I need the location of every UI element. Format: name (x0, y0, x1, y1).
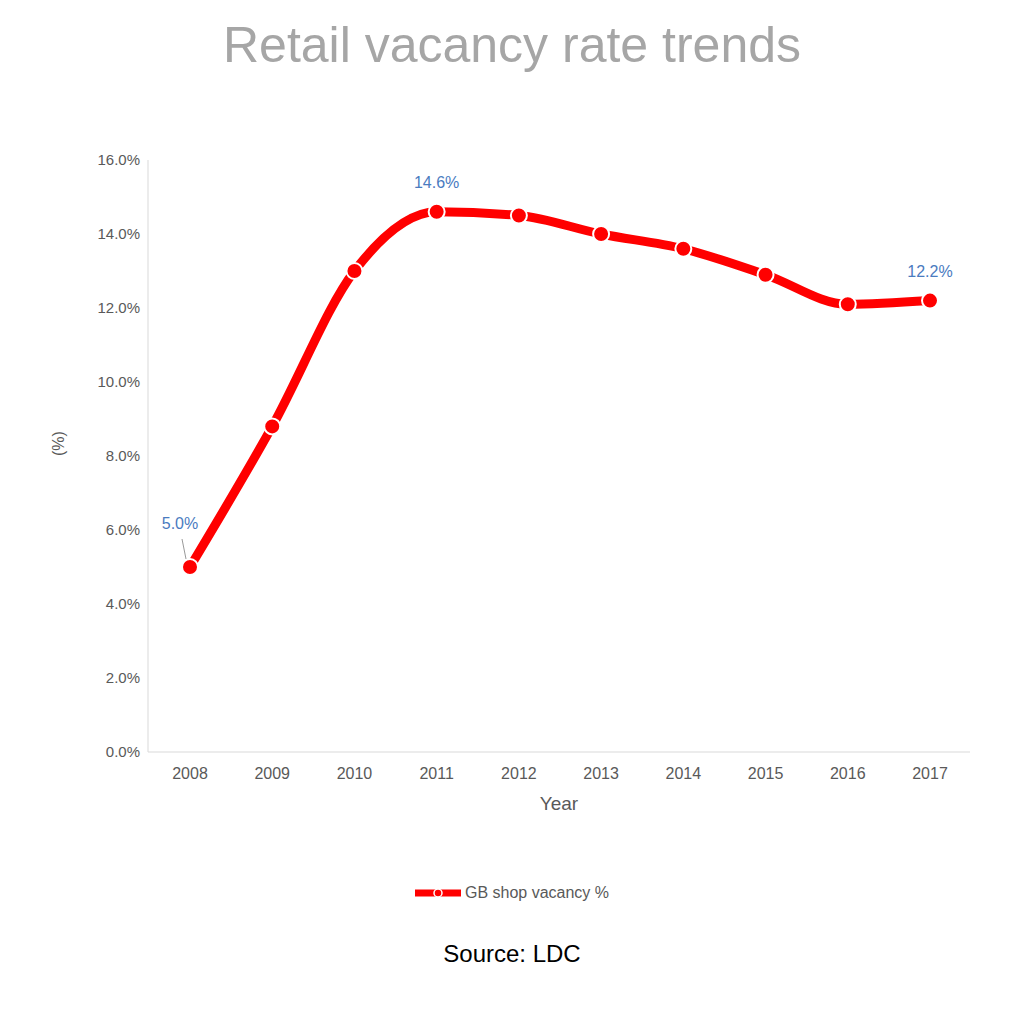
svg-text:Year: Year (540, 793, 579, 814)
svg-text:2016: 2016 (830, 765, 866, 782)
svg-text:14.6%: 14.6% (414, 174, 459, 191)
svg-text:12.0%: 12.0% (97, 299, 140, 316)
svg-text:14.0%: 14.0% (97, 225, 140, 242)
svg-text:2009: 2009 (254, 765, 290, 782)
svg-text:2013: 2013 (583, 765, 619, 782)
svg-text:4.0%: 4.0% (106, 595, 140, 612)
svg-text:5.0%: 5.0% (162, 515, 198, 532)
svg-text:2015: 2015 (748, 765, 784, 782)
svg-text:6.0%: 6.0% (106, 521, 140, 538)
svg-text:2012: 2012 (501, 765, 537, 782)
svg-text:0.0%: 0.0% (106, 743, 140, 760)
svg-text:2010: 2010 (337, 765, 373, 782)
svg-text:8.0%: 8.0% (106, 447, 140, 464)
html-text:GB shop vacancy %: GB shop vacancy % (465, 884, 609, 901)
svg-text:16.0%: 16.0% (97, 151, 140, 168)
svg-text:10.0%: 10.0% (97, 373, 140, 390)
svg-text:2017: 2017 (912, 765, 948, 782)
svg-text:(%): (%) (50, 431, 67, 456)
svg-text:2.0%: 2.0% (106, 669, 140, 686)
svg-text:2008: 2008 (172, 765, 208, 782)
svg-text:2014: 2014 (666, 765, 702, 782)
html-text:Retail vacancy rate trends: Retail vacancy rate trends (223, 17, 801, 73)
svg-text:12.2%: 12.2% (907, 263, 952, 280)
svg-text:2011: 2011 (419, 765, 454, 782)
html-text:Source: LDC: Source: LDC (443, 940, 581, 967)
